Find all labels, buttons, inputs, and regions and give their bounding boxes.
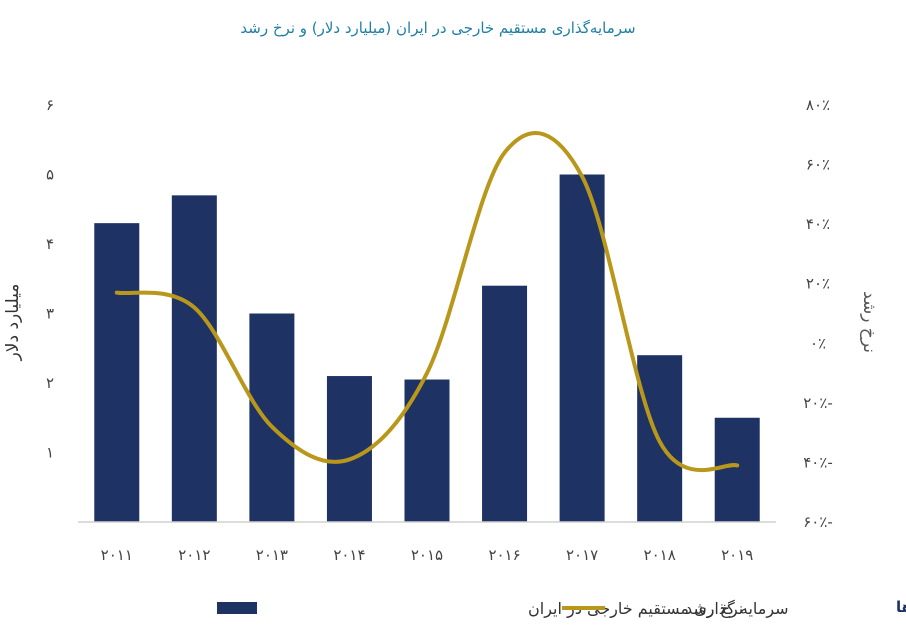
right-axis-ticks: ۶۰٪- ۴۰٪- ۲۰٪- ۰٪ ۲۰٪ ۴۰٪ ۶۰٪ ۸۰٪ <box>803 96 833 531</box>
bar-8 <box>714 417 760 522</box>
legend-line-label: نرخ رشد <box>685 599 743 619</box>
x-tick-label: ۲۰۱۱ <box>101 546 133 564</box>
growth-rate-line <box>114 131 740 473</box>
left-tick-label: ۵ <box>46 166 54 184</box>
right-tick-label: ۰٪ <box>810 334 826 352</box>
right-tick-label: ۸۰٪ <box>806 96 830 114</box>
left-tick-label: ۱ <box>46 444 54 462</box>
y-axis-title-left: میلیارد دلار <box>3 284 23 362</box>
right-tick-label: ۲۰٪- <box>803 394 833 412</box>
left-tick-label: ۳ <box>46 305 54 323</box>
bar-3 <box>326 376 372 522</box>
bar-1 <box>171 195 217 522</box>
x-tick-label: ۲۰۱۹ <box>721 546 753 564</box>
x-tick-label: ۲۰۱۴ <box>333 546 365 564</box>
legend: سرمایه گذاری مستقیم خارجی در ایران نرخ ر… <box>217 599 789 619</box>
right-tick-label: ۶۰٪ <box>806 156 830 174</box>
bar-6 <box>559 174 605 522</box>
y-axis-title-right: نرخ رشد <box>859 291 879 353</box>
bar-5 <box>482 285 528 522</box>
right-tick-label: ۶۰٪- <box>803 513 833 531</box>
x-tick-label: ۲۰۱۵ <box>411 546 443 564</box>
legend-bar-label: سرمایه گذاری مستقیم خارجی در ایران <box>528 599 789 619</box>
site-logo: برترها <box>896 598 906 616</box>
bar-0 <box>94 223 140 522</box>
chart-title: سرمایه‌گذاری مستقیم خارجی در ایران (میلی… <box>240 19 635 37</box>
left-tick-label: ۶ <box>46 96 54 114</box>
x-tick-label: ۲۰۱۳ <box>256 546 288 564</box>
right-tick-label: ۲۰٪ <box>806 275 830 293</box>
x-tick-label: ۲۰۱۶ <box>488 546 520 564</box>
x-axis-ticks: ۲۰۱۱ ۲۰۱۲ ۲۰۱۳ ۲۰۱۴ ۲۰۱۵ ۲۰۱۶ ۲۰۱۷ ۲۰۱۸ ۲۰۱۹ <box>101 546 754 564</box>
x-tick-label: ۲۰۱۲ <box>178 546 210 564</box>
x-tick-label: ۲۰۱۷ <box>566 546 598 564</box>
right-tick-label: ۴۰٪ <box>806 215 830 233</box>
left-tick-label: ۲ <box>46 374 54 392</box>
bar-2 <box>249 313 295 522</box>
right-tick-label: ۴۰٪- <box>803 453 833 471</box>
bar-series <box>94 174 760 522</box>
x-tick-label: ۲۰۱۸ <box>644 546 676 564</box>
left-tick-label: ۴ <box>46 235 54 253</box>
legend-bar-swatch <box>217 602 257 614</box>
left-axis-ticks: ۱ ۲ ۳ ۴ ۵ ۶ <box>46 96 54 462</box>
